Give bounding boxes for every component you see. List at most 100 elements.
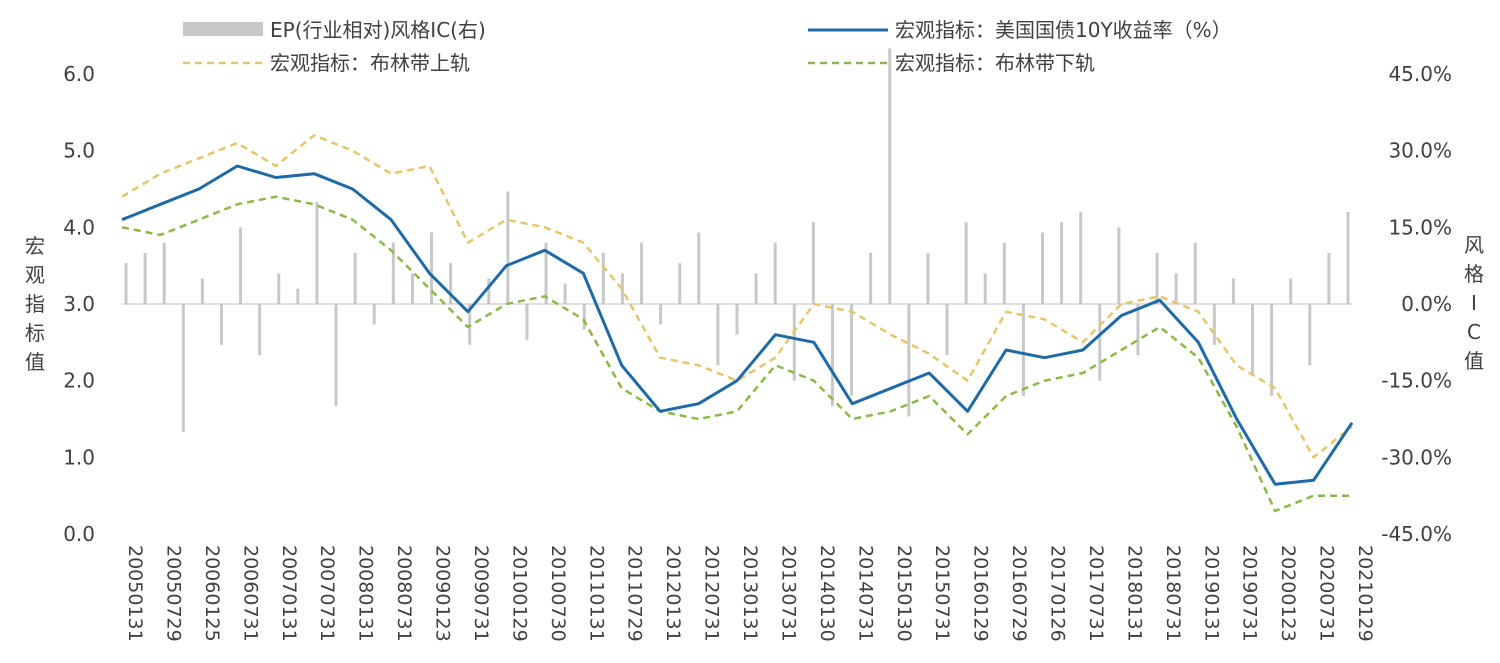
- x-tick-label: 20100730: [547, 545, 569, 642]
- ic-bar: [964, 222, 968, 304]
- ic-bar: [525, 304, 529, 340]
- ic-bar: [544, 242, 548, 304]
- legend-item-yield: 宏观指标：美国国债10Y收益率（%）: [808, 18, 1232, 42]
- x-tick-label: 20140130: [816, 545, 838, 642]
- x-tick-label: 20050729: [162, 545, 184, 642]
- ic-bar: [1098, 304, 1102, 381]
- ic-bar: [869, 252, 873, 304]
- ic-bar: [1193, 242, 1197, 304]
- x-tick-label: 20110131: [585, 545, 607, 642]
- ic-bar: [1002, 242, 1006, 304]
- y-left-tick-label: 1.0: [63, 445, 95, 469]
- y-left-tick-label: 3.0: [63, 292, 95, 316]
- y-right-tick-label: 15.0%: [1388, 215, 1452, 239]
- ic-bar: [258, 304, 262, 356]
- axis-label-char: I: [1471, 291, 1477, 315]
- ic-bar: [181, 304, 185, 432]
- ic-bar: [449, 263, 453, 304]
- legend-item-ic: EP(行业相对)风格IC(右): [183, 18, 486, 42]
- legend-label-ic: EP(行业相对)风格IC(右): [270, 18, 486, 42]
- ic-bar: [1327, 252, 1331, 304]
- ic-bar: [811, 222, 815, 304]
- y-left-tick-label: 2.0: [63, 369, 95, 393]
- ic-bar: [754, 273, 758, 304]
- x-tick-label: 20160129: [970, 545, 992, 642]
- x-axis: 20050131 20050729 20060125 20060731 20070131…: [124, 545, 1376, 642]
- x-tick-label: 20110729: [624, 545, 646, 642]
- x-tick-label: 20150130: [893, 545, 915, 642]
- ic-bar: [563, 283, 567, 304]
- legend-item-lower: 宏观指标：布林带下轨: [808, 51, 1095, 75]
- x-tick-label: 20200123: [1277, 545, 1299, 642]
- x-tick-label: 20130131: [739, 545, 761, 642]
- axis-label-char: C: [1467, 320, 1481, 344]
- x-tick-label: 20210129: [1354, 545, 1376, 642]
- ic-bar: [143, 252, 147, 304]
- series-line-0: [121, 164, 1354, 486]
- legend: EP(行业相对)风格IC(右) 宏观指标：美国国债10Y收益率（%） 宏观指标：…: [183, 18, 1232, 75]
- ic-bar: [773, 242, 777, 304]
- ic-bar: [640, 242, 644, 304]
- x-tick-label: 20080131: [355, 545, 377, 642]
- ic-bar: [334, 304, 338, 407]
- ic-bar: [430, 232, 433, 304]
- x-tick-label: 20190131: [1200, 545, 1222, 642]
- x-tick-label: 20200731: [1316, 545, 1338, 642]
- ic-bars: [124, 48, 1350, 432]
- ic-bar: [888, 48, 892, 304]
- y-right-tick-label: -15.0%: [1381, 369, 1452, 393]
- legend-swatch-ic: [183, 22, 263, 36]
- ic-bar: [1079, 212, 1083, 304]
- legend-item-upper: 宏观指标：布林带上轨: [183, 51, 470, 75]
- ic-bar: [1060, 222, 1064, 304]
- x-tick-label: 20070131: [278, 545, 300, 642]
- ic-bar: [1117, 227, 1121, 304]
- ic-bar: [1021, 304, 1025, 396]
- ic-bar: [1231, 278, 1235, 304]
- y-left-tick-label: 5.0: [63, 139, 95, 163]
- y-right-tick-label: 30.0%: [1388, 139, 1452, 163]
- ic-bar: [219, 304, 223, 345]
- y-axis-right: 45.0% 30.0% 15.0% 0.0% -15.0% -30.0% -45.0%: [1381, 62, 1452, 546]
- ic-bar: [1136, 304, 1140, 356]
- axis-label-char: 观: [25, 263, 45, 287]
- y-right-tick-label: 0.0%: [1401, 292, 1452, 316]
- x-tick-label: 20100129: [508, 545, 530, 642]
- ic-bar: [353, 252, 357, 304]
- ic-bar: [601, 252, 605, 304]
- x-tick-label: 20090731: [470, 545, 492, 642]
- axis-label-char: 标: [25, 321, 45, 345]
- ic-bar: [1270, 304, 1274, 396]
- x-tick-label: 20050131: [124, 545, 146, 642]
- x-tick-label: 20160729: [1008, 545, 1030, 642]
- ic-bar: [907, 304, 911, 417]
- ic-bar: [716, 304, 720, 366]
- ic-bar: [391, 242, 395, 304]
- ic-bar: [162, 242, 166, 304]
- ic-bar: [315, 201, 319, 304]
- series-lines: [121, 134, 1354, 513]
- y-right-tick-label: -30.0%: [1381, 445, 1452, 469]
- ic-bar: [659, 304, 663, 325]
- ic-bar: [582, 304, 586, 330]
- ic-bar: [487, 278, 491, 304]
- y-left-tick-label: 6.0: [63, 62, 95, 86]
- x-tick-label: 20060731: [239, 545, 261, 642]
- x-tick-label: 20190731: [1239, 545, 1261, 642]
- ic-bar: [1289, 278, 1293, 304]
- x-tick-label: 20180731: [1162, 545, 1184, 642]
- ic-bar: [277, 273, 281, 304]
- x-tick-label: 20090123: [432, 545, 454, 642]
- x-tick-label: 20150731: [931, 545, 953, 642]
- x-tick-label: 20060125: [201, 545, 223, 642]
- y-left-tick-label: 0.0: [63, 522, 95, 546]
- ic-bar: [850, 304, 854, 396]
- x-tick-label: 20130731: [777, 545, 799, 642]
- ic-bar: [124, 263, 128, 304]
- ic-bar: [1174, 273, 1178, 304]
- ic-bar: [830, 304, 834, 407]
- ic-bar: [239, 227, 243, 304]
- ic-bar: [926, 252, 930, 304]
